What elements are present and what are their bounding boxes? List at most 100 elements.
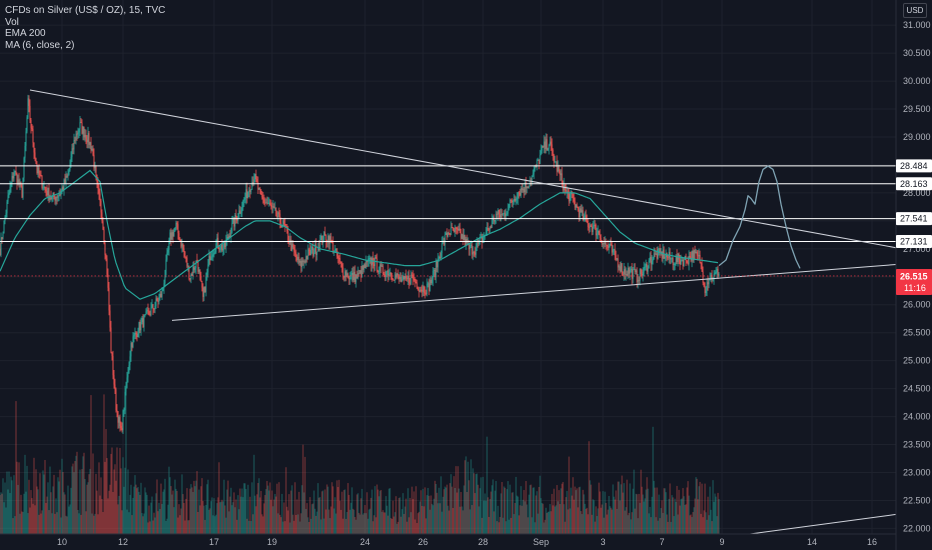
candle-body bbox=[576, 204, 578, 207]
candle-body bbox=[360, 270, 362, 278]
candle-body bbox=[316, 251, 318, 255]
candle-body bbox=[174, 227, 176, 231]
volume-bar bbox=[140, 482, 142, 534]
volume-bar bbox=[609, 506, 611, 534]
volume-bar bbox=[481, 517, 483, 534]
candle-body bbox=[482, 236, 484, 243]
volume-bar bbox=[586, 507, 588, 534]
candle-body bbox=[512, 201, 514, 203]
candle-body bbox=[587, 220, 589, 227]
candle-body bbox=[284, 223, 286, 227]
candle-body bbox=[313, 252, 315, 256]
candle-body bbox=[153, 308, 155, 310]
candle-body bbox=[119, 417, 121, 427]
volume-bar bbox=[696, 478, 698, 534]
symbol-title[interactable]: CFDs on Silver (US$ / OZ), 15, TVC bbox=[5, 5, 166, 16]
volume-bar bbox=[391, 518, 393, 534]
volume-bar bbox=[694, 498, 696, 534]
volume-bar bbox=[718, 499, 720, 534]
candle-body bbox=[326, 241, 328, 243]
time-tick-label: Sep bbox=[533, 537, 549, 547]
volume-bar bbox=[213, 498, 215, 534]
candle-body bbox=[534, 166, 536, 170]
candle-body bbox=[256, 179, 258, 183]
volume-bar bbox=[283, 502, 285, 534]
volume-bar bbox=[142, 516, 144, 534]
candle-body bbox=[714, 272, 716, 275]
volume-bar bbox=[574, 486, 576, 534]
volume-bar bbox=[553, 488, 555, 534]
candle-body bbox=[597, 230, 599, 234]
candle-body bbox=[312, 246, 314, 256]
candle-body bbox=[128, 365, 130, 374]
volume-bar bbox=[582, 489, 584, 534]
countdown-label: 11:16 bbox=[904, 283, 926, 293]
candle-body bbox=[496, 213, 498, 215]
volume-bar bbox=[183, 503, 185, 534]
volume-bar bbox=[555, 505, 557, 534]
volume-bar bbox=[711, 521, 713, 534]
candle-body bbox=[39, 174, 41, 176]
volume-bar bbox=[542, 503, 544, 534]
volume-bar bbox=[670, 521, 672, 534]
candle-body bbox=[428, 283, 430, 292]
volume-bar bbox=[405, 498, 407, 534]
candle-body bbox=[606, 245, 608, 246]
volume-bar bbox=[68, 506, 70, 534]
currency-button[interactable]: USD bbox=[903, 3, 927, 18]
ema-indicator-label[interactable]: EMA 200 bbox=[5, 28, 46, 39]
volume-bar bbox=[285, 467, 287, 534]
volume-bar bbox=[568, 456, 570, 534]
volume-bar bbox=[625, 507, 627, 534]
volume-bar bbox=[706, 519, 708, 534]
volume-bar bbox=[386, 505, 388, 534]
volume-bar bbox=[44, 460, 46, 534]
volume-bar bbox=[379, 490, 381, 534]
volume-bar bbox=[93, 515, 95, 534]
volume-indicator-label[interactable]: Vol bbox=[5, 16, 19, 28]
volume-bar bbox=[398, 498, 400, 534]
volume-bar bbox=[317, 483, 319, 534]
volume-bar bbox=[563, 504, 565, 534]
candle-body bbox=[638, 279, 640, 281]
volume-bar bbox=[310, 518, 312, 534]
candle-body bbox=[537, 159, 539, 161]
volume-bar bbox=[72, 463, 74, 534]
candle-body bbox=[433, 269, 435, 271]
ma-indicator-label[interactable]: MA (6, close, 2) bbox=[5, 39, 75, 51]
candle-body bbox=[273, 206, 275, 209]
volume-bar bbox=[84, 478, 86, 534]
candle-body bbox=[396, 273, 398, 278]
candle-body bbox=[257, 182, 259, 190]
volume-bar bbox=[203, 505, 205, 534]
volume-bar bbox=[340, 509, 342, 534]
volume-bar bbox=[681, 498, 683, 534]
candle-body bbox=[470, 244, 472, 246]
candle-body bbox=[424, 292, 426, 294]
volume-bar bbox=[632, 488, 634, 534]
candle-body bbox=[487, 228, 489, 230]
candle-body bbox=[593, 224, 595, 227]
candle-body bbox=[604, 242, 606, 245]
candle-body bbox=[58, 194, 60, 196]
volume-bar bbox=[472, 468, 474, 534]
volume-bar bbox=[6, 471, 8, 534]
candle-body bbox=[467, 243, 469, 244]
candle-body bbox=[438, 257, 440, 259]
volume-bar bbox=[29, 507, 31, 534]
volume-bar bbox=[278, 482, 280, 534]
candle-body bbox=[483, 236, 485, 238]
candle-body bbox=[603, 242, 605, 245]
volume-bar bbox=[349, 509, 351, 534]
volume-bar bbox=[578, 487, 580, 534]
volume-bar bbox=[236, 519, 238, 534]
candle-body bbox=[588, 226, 590, 228]
volume-bar bbox=[435, 484, 437, 534]
candle-body bbox=[21, 186, 23, 198]
candle-body bbox=[220, 244, 222, 250]
candle-body bbox=[172, 232, 174, 237]
volume-bar bbox=[400, 516, 402, 534]
volume-bar bbox=[479, 488, 481, 534]
